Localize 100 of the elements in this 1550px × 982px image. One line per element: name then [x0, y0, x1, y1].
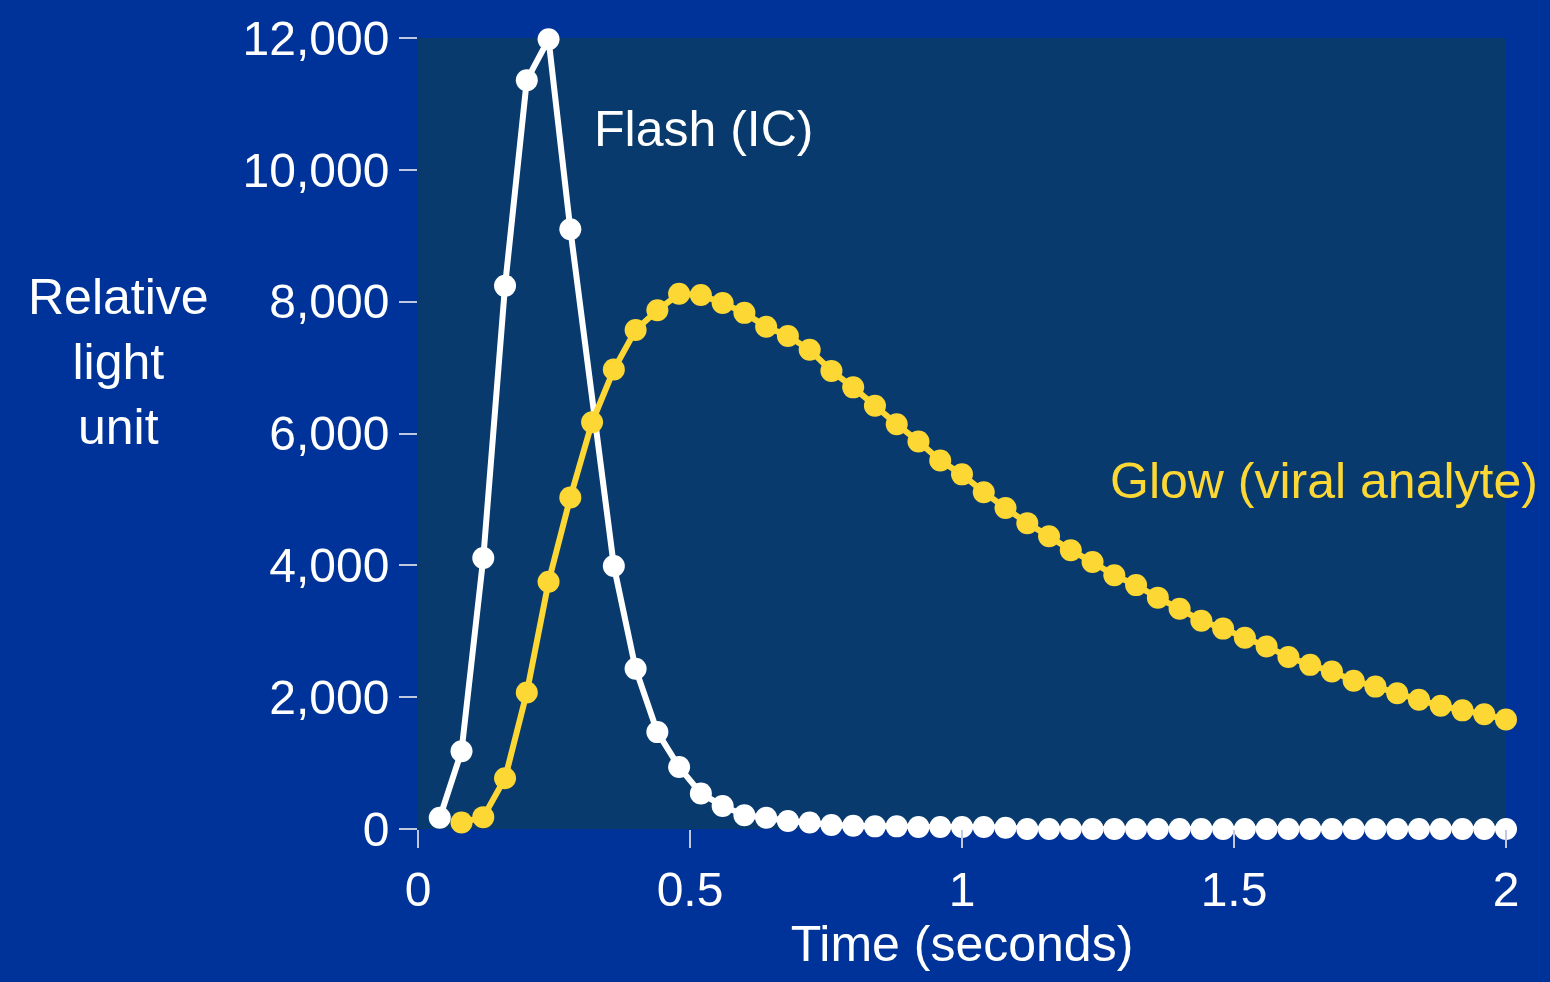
point: [1146, 586, 1169, 609]
point: [581, 411, 604, 434]
point: [776, 810, 799, 833]
series-label: Flash (IC): [594, 101, 814, 157]
point: [1168, 597, 1191, 620]
y-tick-label: 12,000: [242, 11, 390, 65]
point: [842, 814, 865, 837]
point: [668, 756, 691, 779]
point: [1233, 818, 1256, 840]
point: [668, 282, 691, 305]
point: [885, 413, 908, 436]
point: [537, 28, 560, 51]
point: [1125, 818, 1148, 840]
point: [1255, 818, 1278, 840]
point: [472, 806, 495, 829]
point: [450, 740, 473, 763]
point: [994, 496, 1017, 519]
point: [1059, 818, 1082, 840]
y-tick-label: 10,000: [242, 143, 390, 197]
point: [972, 816, 995, 839]
point: [1190, 609, 1213, 632]
point: [907, 816, 930, 839]
point: [1407, 818, 1430, 840]
point: [1364, 818, 1387, 840]
point: [885, 815, 908, 838]
y-tick-label: 0: [362, 802, 390, 856]
point: [1495, 708, 1517, 731]
point: [1081, 551, 1104, 574]
x-tick-label: 0.5: [656, 862, 724, 916]
point: [1038, 525, 1061, 548]
point: [1429, 818, 1452, 840]
x-tick-label: 2: [1492, 862, 1520, 916]
y-tick-label: 8,000: [269, 275, 390, 329]
point: [1190, 818, 1213, 840]
point: [1495, 818, 1517, 840]
point: [994, 816, 1017, 839]
point: [1299, 818, 1322, 840]
point: [624, 319, 647, 341]
x-tick-label: 1: [948, 862, 976, 916]
point: [1233, 626, 1256, 649]
point: [863, 394, 886, 417]
point: [1103, 564, 1126, 587]
point: [602, 358, 625, 381]
point: [1364, 675, 1387, 698]
point: [1168, 818, 1191, 840]
point: [646, 721, 669, 744]
point: [798, 338, 821, 361]
point: [1277, 818, 1300, 840]
point: [515, 69, 538, 92]
point: [1016, 818, 1039, 840]
point: [428, 806, 451, 829]
point: [602, 554, 625, 577]
x-tick-label: 0: [404, 862, 432, 916]
point: [450, 811, 473, 834]
point: [733, 804, 756, 827]
y-tick-label: 2,000: [269, 670, 390, 724]
point: [820, 359, 843, 382]
point: [494, 274, 517, 297]
y-tick-label: 6,000: [269, 407, 390, 461]
x-axis-title: Time (seconds): [790, 915, 1134, 972]
y-tick-label: 4,000: [269, 539, 390, 593]
point: [863, 815, 886, 838]
point: [1125, 574, 1148, 597]
point: [733, 301, 756, 324]
point: [711, 291, 734, 314]
point: [776, 324, 799, 347]
point: [1146, 818, 1169, 840]
point: [559, 486, 582, 509]
point: [1342, 818, 1365, 840]
x-tick-label: 1.5: [1200, 862, 1268, 916]
point: [1212, 617, 1235, 640]
point: [559, 218, 582, 241]
point: [972, 481, 995, 504]
series-label: Glow (viral analyte): [1110, 453, 1538, 509]
point: [494, 767, 517, 790]
point: [951, 463, 973, 486]
point: [820, 814, 843, 837]
point: [689, 782, 712, 805]
point: [798, 811, 821, 834]
point: [472, 547, 495, 570]
point: [1386, 818, 1409, 840]
point: [1429, 694, 1452, 717]
point: [1451, 818, 1474, 840]
point: [1059, 539, 1082, 562]
point: [1255, 635, 1278, 658]
point: [842, 376, 865, 399]
point: [711, 794, 734, 817]
point: [1299, 653, 1322, 676]
point: [755, 806, 778, 829]
point: [1103, 818, 1126, 840]
point: [646, 299, 669, 322]
point: [907, 430, 930, 453]
point: [929, 816, 952, 839]
point: [1342, 669, 1365, 692]
point: [929, 449, 952, 472]
point: [951, 816, 973, 839]
point: [1277, 645, 1300, 668]
point: [1320, 818, 1343, 840]
point: [1473, 703, 1496, 726]
point: [1320, 660, 1343, 683]
